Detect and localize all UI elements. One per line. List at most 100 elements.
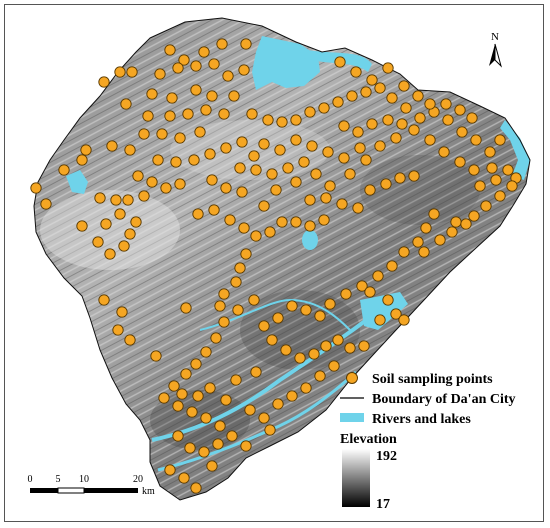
sampling-point xyxy=(434,234,446,246)
sampling-point xyxy=(174,132,186,144)
sampling-point xyxy=(100,218,112,230)
sampling-point xyxy=(314,370,326,382)
sampling-point xyxy=(306,140,318,152)
sampling-point xyxy=(222,70,234,82)
sampling-point xyxy=(468,164,480,176)
sampling-point xyxy=(188,154,200,166)
sampling-point xyxy=(356,280,368,292)
sampling-point xyxy=(412,236,424,248)
sampling-point xyxy=(206,460,218,472)
sampling-point xyxy=(304,106,316,118)
sampling-point xyxy=(152,154,164,166)
sampling-point xyxy=(502,164,514,176)
sampling-point xyxy=(200,412,212,424)
lake-south-east xyxy=(360,292,408,330)
sampling-point xyxy=(212,438,224,450)
sampling-point xyxy=(206,90,218,102)
sampling-point xyxy=(338,152,350,164)
pond-center xyxy=(302,230,318,250)
sampling-point xyxy=(332,96,344,108)
sampling-point xyxy=(220,394,232,406)
sampling-point xyxy=(480,200,492,212)
sampling-point xyxy=(230,276,242,288)
sampling-point xyxy=(190,84,202,96)
scale-tick-5: 5 xyxy=(56,474,61,485)
sampling-point xyxy=(190,60,202,72)
sampling-point xyxy=(236,186,248,198)
sampling-point xyxy=(456,126,468,138)
sampling-point xyxy=(484,146,496,158)
sampling-point xyxy=(420,222,432,234)
sampling-point xyxy=(290,134,302,146)
sampling-point xyxy=(280,344,292,356)
sampling-point xyxy=(160,182,172,194)
sampling-point xyxy=(208,58,220,70)
sampling-point xyxy=(286,300,298,312)
sampling-point xyxy=(218,288,230,300)
sampling-point xyxy=(200,346,212,358)
sampling-point xyxy=(250,366,262,378)
sampling-point xyxy=(336,198,348,210)
sampling-point xyxy=(304,220,316,232)
sampling-point xyxy=(238,64,250,76)
sampling-point xyxy=(374,140,386,152)
sampling-point xyxy=(424,98,436,110)
legend-elevation-title: Elevation xyxy=(340,432,397,447)
sampling-point xyxy=(390,132,402,144)
sampling-point xyxy=(234,262,246,274)
sampling-point xyxy=(360,86,372,98)
soil-sampling-points xyxy=(30,38,522,494)
sampling-point xyxy=(124,334,136,346)
sampling-point xyxy=(446,226,458,238)
sampling-point xyxy=(372,270,384,282)
sampling-point xyxy=(224,214,236,226)
elevation-ramp xyxy=(342,449,370,507)
sampling-point xyxy=(382,294,394,306)
sampling-point xyxy=(120,98,132,110)
sampling-point xyxy=(164,110,176,122)
sampling-point xyxy=(118,240,130,252)
sampling-point xyxy=(290,216,302,228)
sampling-point xyxy=(382,114,394,126)
sampling-point xyxy=(228,90,240,102)
sampling-point xyxy=(172,430,184,442)
sampling-point xyxy=(374,314,386,326)
sampling-point xyxy=(168,380,180,392)
sampling-point xyxy=(364,286,376,298)
sampling-point xyxy=(232,304,244,316)
sampling-point xyxy=(40,198,52,210)
sampling-point xyxy=(290,114,302,126)
sampling-point xyxy=(380,178,392,190)
sampling-point xyxy=(440,98,452,110)
scale-bar: 0 5 10 20 km xyxy=(28,474,156,497)
sampling-point xyxy=(490,174,502,186)
sampling-point xyxy=(138,128,150,140)
sampling-point xyxy=(408,124,420,136)
sampling-point xyxy=(238,222,250,234)
sampling-point xyxy=(218,108,230,120)
sampling-point xyxy=(272,312,284,324)
sampling-point xyxy=(506,180,518,192)
sampling-point xyxy=(290,176,302,188)
sampling-point xyxy=(398,246,410,258)
sampling-point xyxy=(246,108,258,120)
sampling-point xyxy=(154,68,166,80)
city-boundary xyxy=(33,17,531,501)
sampling-point xyxy=(276,116,288,128)
sampling-point xyxy=(104,248,116,260)
sampling-point xyxy=(250,230,262,242)
sampling-point xyxy=(190,482,202,494)
sampling-point xyxy=(274,144,286,156)
sampling-point xyxy=(314,310,326,322)
sampling-point xyxy=(414,112,426,124)
sampling-point xyxy=(206,174,218,186)
sampling-point xyxy=(210,332,222,344)
scale-tick-0: 0 xyxy=(28,474,33,485)
sampling-point xyxy=(94,192,106,204)
sampling-point xyxy=(130,216,142,228)
north-label: N xyxy=(491,31,499,43)
sampling-point xyxy=(266,334,278,346)
sampling-point xyxy=(122,194,134,206)
sampling-point xyxy=(258,412,270,424)
